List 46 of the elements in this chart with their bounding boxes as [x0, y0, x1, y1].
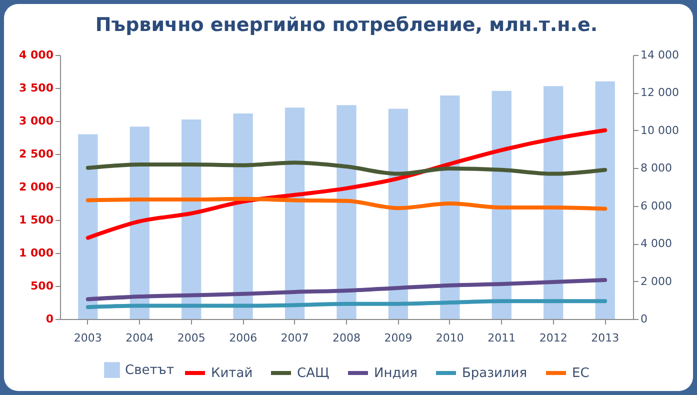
legend-label: Китай — [211, 366, 253, 381]
x-tick-label: 2013 — [591, 332, 620, 344]
x-tick-label: 2006 — [229, 332, 258, 344]
x-tick-label: 2009 — [384, 332, 412, 344]
bar — [440, 96, 460, 319]
legend-label: Светът — [125, 363, 174, 378]
y2-tick-label: 6 000 — [640, 199, 672, 212]
y2-tick-label: 12 000 — [640, 86, 679, 100]
y2-tick-label: 10 000 — [640, 124, 679, 137]
line-series — [86, 128, 608, 240]
chart-title: Първично енергийно потребление, млн.т.н.е. — [95, 14, 598, 36]
x-tick-label: 2010 — [436, 332, 464, 344]
bar — [595, 81, 615, 319]
y-tick-label: 1 000 — [19, 246, 54, 260]
bar — [388, 108, 408, 319]
x-tick-label: 2007 — [280, 332, 309, 344]
legend-label: ЕС — [572, 366, 590, 381]
x-tick-label: 2011 — [488, 332, 516, 344]
y-tick-label: 500 — [30, 280, 54, 292]
y-tick-label: 2 500 — [19, 148, 54, 160]
y-tick-label: 1 500 — [19, 214, 54, 226]
x-tick-label: 2008 — [332, 332, 360, 344]
y-tick-label: 4 000 — [19, 48, 54, 62]
y-tick-label: 2 000 — [19, 180, 54, 194]
legend-label: САЩ — [297, 366, 330, 381]
y2-tick-label: 0 — [640, 312, 648, 326]
y-tick-label: 0 — [46, 312, 54, 326]
bar — [233, 113, 253, 319]
x-tick-label: 2005 — [177, 332, 206, 344]
line-series — [86, 196, 608, 211]
y-tick-label: 3 000 — [19, 114, 54, 128]
y2-tick-label: 8 000 — [640, 162, 672, 175]
y-tick-label: 3 500 — [19, 82, 54, 94]
x-tick-label: 2004 — [126, 332, 154, 344]
y2-tick-label: 14 000 — [640, 48, 679, 62]
y2-tick-label: 4 000 — [640, 237, 672, 250]
legend-label: Индия — [374, 366, 418, 381]
y2-tick-label: 2 000 — [640, 274, 672, 288]
line-series — [86, 160, 608, 176]
bar — [492, 90, 512, 319]
legend-label: Бразилия — [462, 366, 528, 381]
x-tick-label: 2012 — [539, 332, 568, 344]
x-tick-label: 2003 — [74, 332, 102, 344]
bar — [78, 134, 98, 319]
line-series — [86, 278, 608, 302]
bar — [544, 86, 564, 319]
